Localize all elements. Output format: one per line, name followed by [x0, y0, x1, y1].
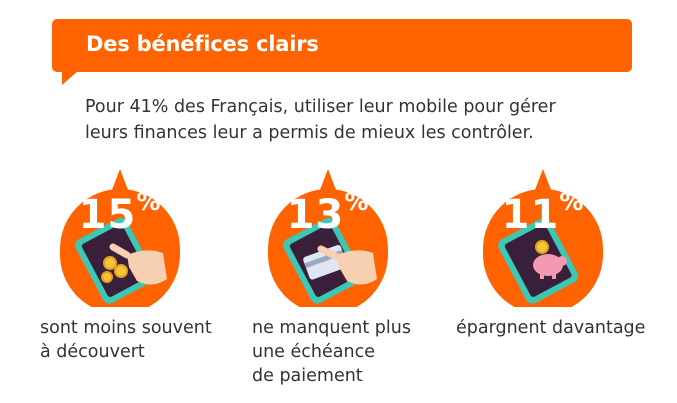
stat-percentage: 13% — [286, 188, 370, 238]
stat-label-2: ne manquent plus une échéance de paiemen… — [252, 318, 411, 386]
phone-card-icon — [268, 169, 388, 307]
header-banner: Des bénéfices clairs — [52, 19, 632, 72]
stat-label-3: épargnent davantage — [456, 318, 646, 338]
stat-card-3: 11% — [478, 167, 608, 317]
stat-card-2: 13% — [263, 167, 393, 317]
banner-tail — [62, 71, 78, 85]
intro-text: Pour 41% des Français, utiliser leur mob… — [85, 97, 556, 143]
stat-percentage: 15% — [78, 188, 162, 238]
stat-label-1: sont moins souvent à découvert — [40, 318, 212, 362]
stat-percentage: 11% — [501, 188, 585, 238]
banner-title: Des bénéfices clairs — [86, 32, 319, 56]
phone-coins-icon — [60, 169, 180, 307]
phone-piggy-bank-icon — [483, 169, 603, 307]
stat-card-1: 15% — [55, 167, 185, 317]
